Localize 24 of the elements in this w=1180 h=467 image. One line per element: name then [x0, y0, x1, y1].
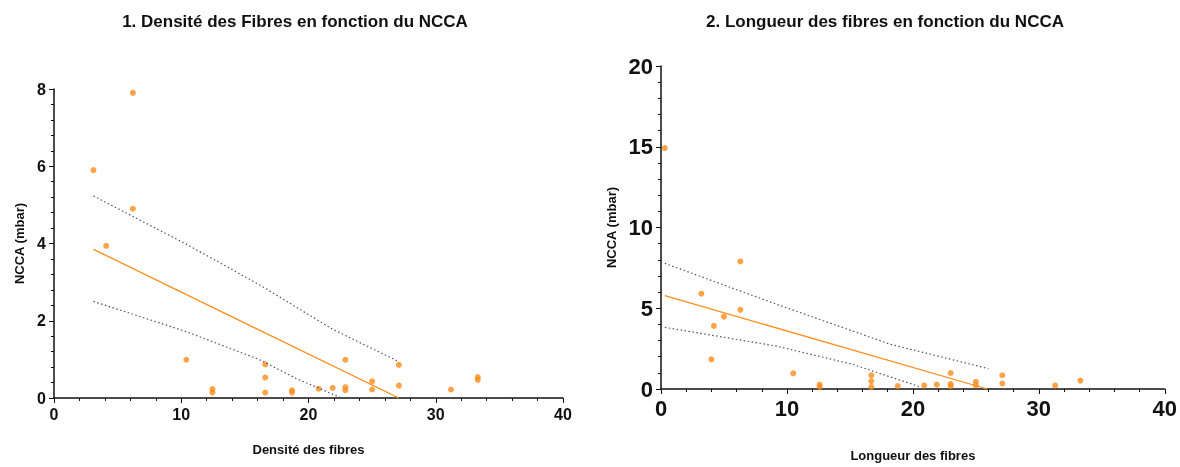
- y-tick-label: 4: [37, 235, 47, 252]
- y-tick-label: 2: [37, 312, 47, 330]
- x-tick-label: 20: [900, 395, 926, 421]
- x-tick-label: 20: [299, 405, 318, 423]
- chart-title: 2. Longueur des fibres en fonction du NCCA: [706, 12, 1064, 31]
- y-tick-label: 5: [640, 295, 653, 321]
- y-axis-title: NCCA (mbar): [603, 186, 619, 269]
- chart-title: 1. Densité des Fibres en fonction du NCCA: [122, 12, 468, 31]
- y-tick-label: 20: [628, 53, 653, 79]
- x-tick-label: 30: [426, 405, 445, 423]
- y-axis-title: NCCA (mbar): [12, 202, 28, 285]
- y-tick-label: 6: [37, 157, 47, 175]
- x-axis-title: Longueur des fibres: [850, 448, 976, 463]
- y-tick-label: 0: [640, 376, 653, 402]
- x-tick-label: 40: [554, 405, 572, 423]
- y-tick-label: 8: [37, 80, 47, 98]
- y-tick-label: 15: [628, 134, 653, 160]
- x-tick-label: 0: [49, 405, 59, 423]
- x-axis-title: Densité des fibres: [252, 442, 365, 457]
- y-tick-label: 10: [628, 215, 653, 240]
- x-tick-label: 30: [1026, 395, 1052, 421]
- x-tick-label: 40: [1152, 395, 1178, 421]
- x-tick-label: 10: [774, 395, 800, 421]
- x-tick-label: 10: [172, 405, 191, 423]
